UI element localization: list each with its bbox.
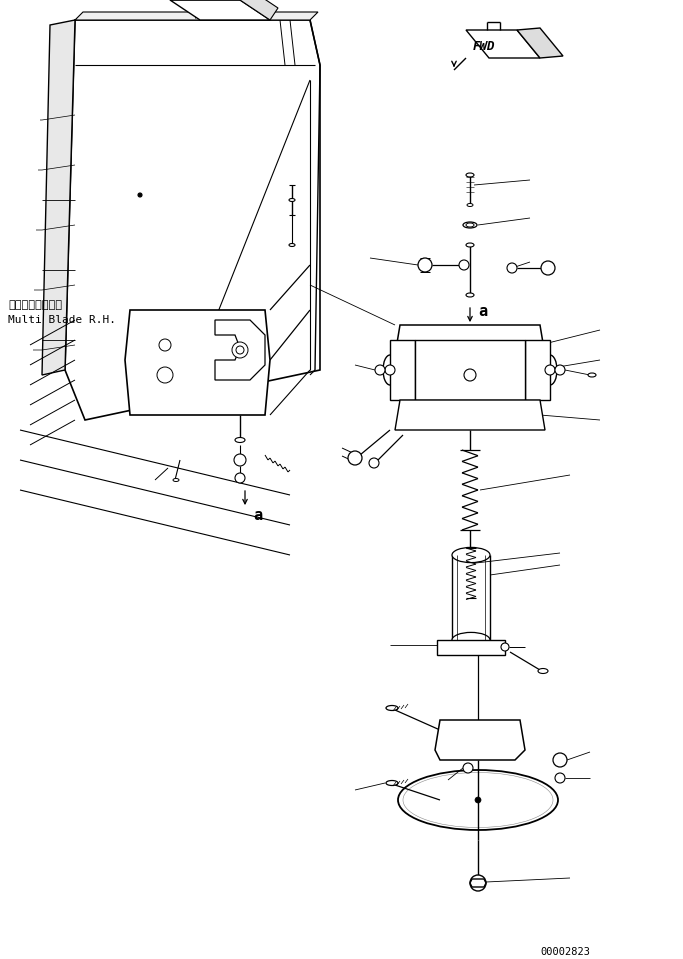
Circle shape xyxy=(235,473,245,483)
Ellipse shape xyxy=(461,736,471,744)
Polygon shape xyxy=(517,28,563,58)
Ellipse shape xyxy=(383,355,397,385)
Ellipse shape xyxy=(452,632,490,647)
Ellipse shape xyxy=(452,548,490,563)
Circle shape xyxy=(157,367,173,383)
Polygon shape xyxy=(466,30,540,58)
Circle shape xyxy=(555,365,565,375)
Polygon shape xyxy=(525,340,550,400)
Ellipse shape xyxy=(398,770,558,830)
Circle shape xyxy=(159,339,171,351)
Ellipse shape xyxy=(173,479,179,481)
Polygon shape xyxy=(215,320,265,380)
Ellipse shape xyxy=(235,437,245,442)
Ellipse shape xyxy=(289,199,295,201)
Ellipse shape xyxy=(466,173,474,177)
Text: a: a xyxy=(478,305,487,319)
Ellipse shape xyxy=(456,728,501,753)
Circle shape xyxy=(553,753,567,767)
Polygon shape xyxy=(240,0,278,20)
Ellipse shape xyxy=(148,365,182,385)
Circle shape xyxy=(545,365,555,375)
Text: マルチブレードも: マルチブレードも xyxy=(8,300,62,310)
Ellipse shape xyxy=(466,223,474,227)
Ellipse shape xyxy=(403,773,553,828)
Ellipse shape xyxy=(466,243,474,247)
Circle shape xyxy=(459,260,469,270)
Circle shape xyxy=(541,261,555,275)
Polygon shape xyxy=(75,12,318,20)
Ellipse shape xyxy=(588,373,596,377)
Polygon shape xyxy=(395,400,545,430)
Circle shape xyxy=(138,193,142,197)
Circle shape xyxy=(501,643,509,651)
Circle shape xyxy=(234,454,246,466)
Ellipse shape xyxy=(459,369,481,381)
Circle shape xyxy=(507,263,517,273)
Polygon shape xyxy=(435,720,525,760)
Ellipse shape xyxy=(289,244,295,246)
Ellipse shape xyxy=(463,732,493,748)
Polygon shape xyxy=(170,0,270,20)
Ellipse shape xyxy=(538,668,548,673)
Ellipse shape xyxy=(467,203,473,206)
Circle shape xyxy=(232,342,248,358)
Circle shape xyxy=(463,763,473,773)
Circle shape xyxy=(236,346,244,354)
Text: Multi Blade R.H.: Multi Blade R.H. xyxy=(8,315,116,325)
Ellipse shape xyxy=(150,337,180,353)
Circle shape xyxy=(464,369,476,381)
Circle shape xyxy=(369,458,379,468)
Circle shape xyxy=(555,773,565,783)
Polygon shape xyxy=(65,20,320,420)
Ellipse shape xyxy=(463,222,477,228)
Polygon shape xyxy=(395,325,545,355)
Circle shape xyxy=(385,365,395,375)
Text: a: a xyxy=(253,507,262,523)
Ellipse shape xyxy=(466,293,474,297)
Polygon shape xyxy=(125,310,270,415)
Circle shape xyxy=(470,875,486,891)
Text: 00002823: 00002823 xyxy=(540,947,590,957)
Ellipse shape xyxy=(386,781,398,785)
Ellipse shape xyxy=(450,365,490,385)
Text: FWD: FWD xyxy=(473,40,495,54)
Circle shape xyxy=(471,733,485,747)
Polygon shape xyxy=(437,640,505,655)
Ellipse shape xyxy=(484,734,492,746)
Circle shape xyxy=(418,258,432,272)
Circle shape xyxy=(375,365,385,375)
Ellipse shape xyxy=(386,706,398,711)
Ellipse shape xyxy=(543,355,557,385)
Polygon shape xyxy=(415,340,525,400)
Polygon shape xyxy=(390,340,415,400)
Circle shape xyxy=(348,451,362,465)
Polygon shape xyxy=(42,20,75,375)
Circle shape xyxy=(475,797,481,803)
Polygon shape xyxy=(470,879,486,887)
